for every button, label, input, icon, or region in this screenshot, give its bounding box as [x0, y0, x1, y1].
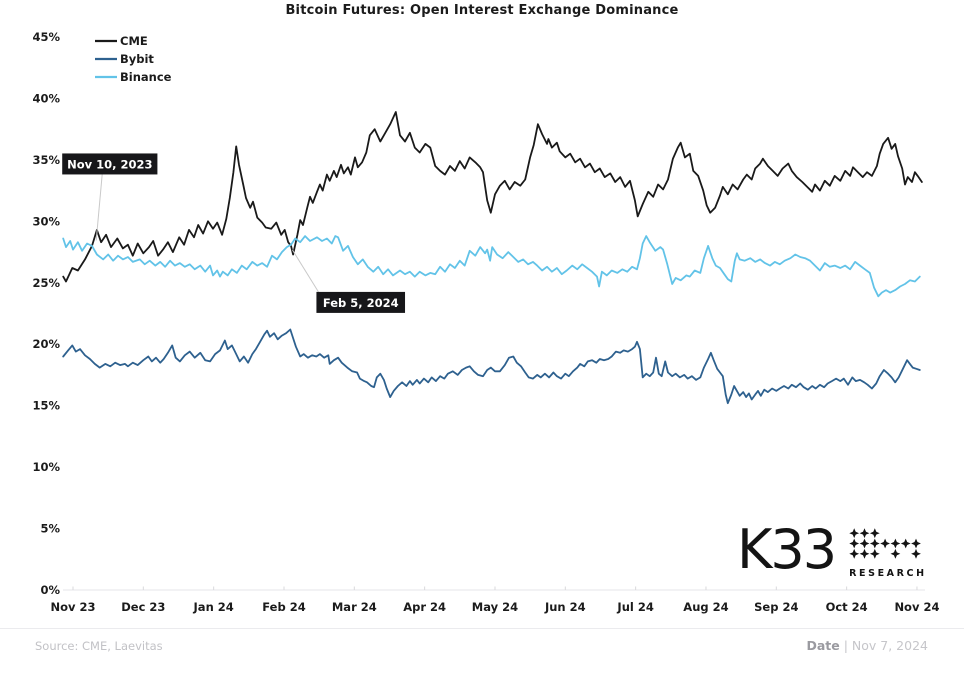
series-line-binance — [62, 235, 921, 298]
y-tick-label: 10% — [32, 460, 60, 474]
k33-logo-text: K33 — [737, 518, 837, 581]
y-tick-label: 35% — [32, 153, 60, 167]
x-tick-label: Nov 24 — [894, 600, 939, 614]
date-value: Nov 7, 2024 — [851, 638, 928, 653]
y-tick-label: 0% — [40, 583, 60, 597]
x-tick-label: Oct 24 — [826, 600, 868, 614]
logo-star — [890, 548, 901, 559]
logo-star — [911, 548, 922, 559]
legend-label-binance: Binance — [120, 70, 172, 84]
x-tick-label: Jun 24 — [544, 600, 586, 614]
x-tick-label: Mar 24 — [332, 600, 377, 614]
logo-star — [859, 548, 870, 559]
k33-logo-mark-icon — [849, 528, 922, 559]
x-tick-label: Dec 23 — [121, 600, 165, 614]
k33-logo: K33 RESEARCH — [737, 518, 927, 581]
k33-logo-right: RESEARCH — [849, 522, 927, 579]
logo-star — [859, 538, 870, 549]
y-tick-label: 20% — [32, 337, 60, 351]
date-separator: | — [843, 638, 848, 653]
x-tick-label: Aug 24 — [683, 600, 728, 614]
annotation: Feb 5, 2024 — [292, 249, 406, 313]
logo-star — [849, 548, 860, 559]
chart-legend: CME Bybit Binance — [95, 34, 172, 84]
source-text: Source: CME, Laevitas — [35, 639, 163, 653]
page-title: Bitcoin Futures: Open Interest Exchange … — [285, 3, 679, 18]
y-tick-label: 30% — [32, 214, 60, 228]
x-tick-label: Feb 24 — [262, 600, 305, 614]
legend-label-cme: CME — [120, 34, 148, 48]
logo-star — [870, 538, 880, 549]
date-stamp: Date | Nov 7, 2024 — [806, 638, 928, 653]
annotation-leader-line — [95, 174, 103, 241]
logo-star — [849, 538, 860, 549]
series-line-cme — [62, 111, 923, 283]
y-tick-label: 15% — [32, 399, 60, 413]
logo-star — [849, 528, 860, 539]
annotation-badge — [316, 291, 406, 313]
y-tick-label: 40% — [32, 91, 60, 105]
y-tick-label: 45% — [32, 30, 60, 44]
x-tick-label: May 24 — [472, 600, 518, 614]
logo-star — [900, 538, 911, 549]
annotation-leader-line — [292, 249, 319, 293]
logo-star — [870, 548, 880, 559]
x-tick-label: Nov 23 — [50, 600, 95, 614]
annotation-label: Nov 10, 2023 — [67, 157, 152, 171]
logo-star — [911, 538, 922, 549]
k33-logo-subtext: RESEARCH — [849, 568, 927, 579]
date-label: Date — [806, 638, 840, 653]
x-tick-label: Jan 24 — [193, 600, 234, 614]
logo-star — [890, 538, 901, 549]
dominance-chart: Nov 23 Dec 23 Jan 24 Feb 24 Mar 24 Apr 24 May … — [32, 30, 939, 614]
footer-divider — [0, 628, 964, 629]
series-line-bybit — [62, 328, 921, 405]
legend-label-bybit: Bybit — [120, 52, 154, 66]
annotation-badge — [62, 153, 158, 175]
logo-star — [870, 528, 880, 539]
x-tick-label: Apr 24 — [403, 600, 446, 614]
x-tick-label: Jul 24 — [616, 600, 653, 614]
x-tick-label: Sep 24 — [754, 600, 798, 614]
annotation-label: Feb 5, 2024 — [323, 296, 399, 310]
y-tick-label: 5% — [40, 522, 60, 536]
logo-star — [859, 528, 870, 539]
logo-star — [880, 538, 891, 549]
annotation: Nov 10, 2023 — [62, 153, 158, 241]
y-tick-label: 25% — [32, 276, 60, 290]
